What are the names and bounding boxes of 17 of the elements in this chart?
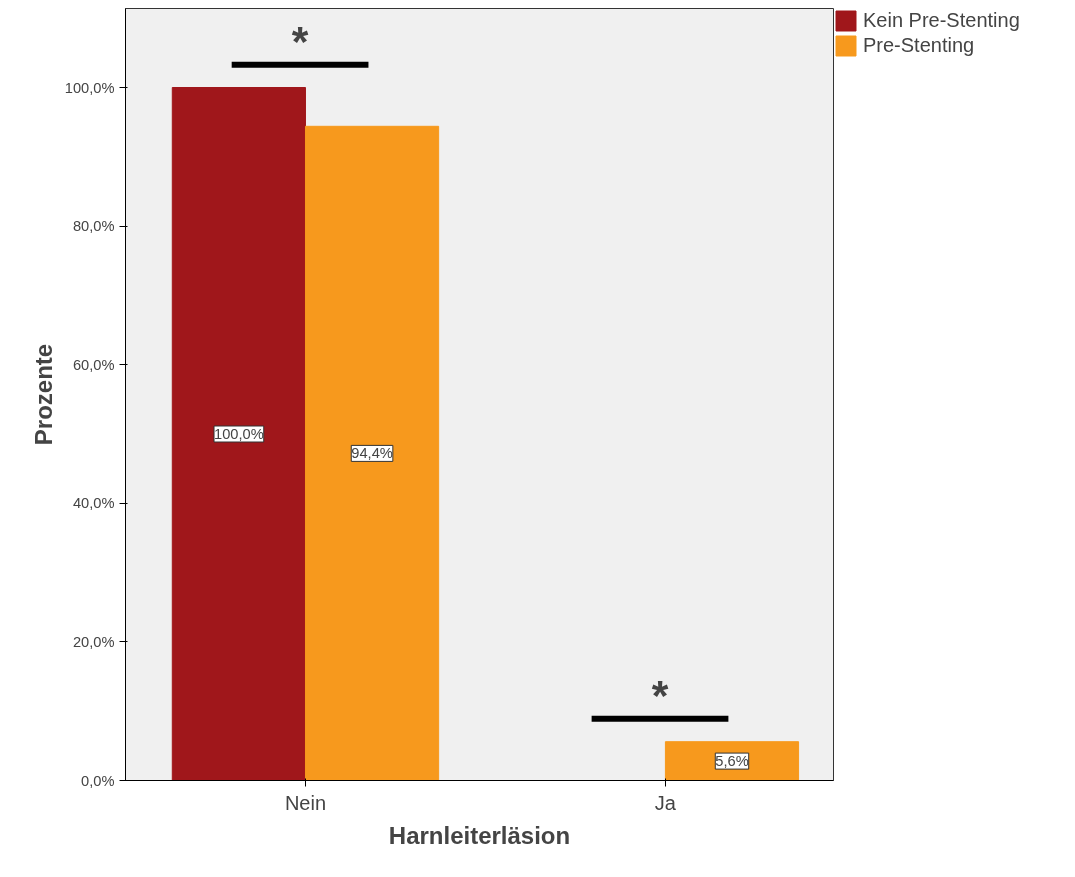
y-tick-label: 40,0% — [72, 495, 115, 512]
legend-label: Kein Pre-Stenting — [863, 9, 1020, 32]
bar — [171, 87, 306, 781]
x-axis-title: Harnleiterläsion — [388, 821, 571, 849]
annotation: * — [291, 16, 309, 65]
legend-label: Pre-Stenting — [863, 34, 975, 57]
bar — [664, 741, 800, 781]
y-axis-title: Prozente — [29, 343, 57, 446]
y-tick-label: 0,0% — [81, 772, 115, 789]
y-tick-label: 20,0% — [72, 633, 115, 650]
y-tick-label: 100,0% — [64, 79, 115, 96]
annotation: * — [651, 670, 669, 719]
bar — [304, 125, 440, 781]
x-tick-label: Nein — [284, 791, 327, 814]
y-tick-label: 60,0% — [72, 356, 115, 373]
y-tick-label: 80,0% — [72, 218, 115, 235]
x-tick-label: Ja — [654, 791, 677, 814]
